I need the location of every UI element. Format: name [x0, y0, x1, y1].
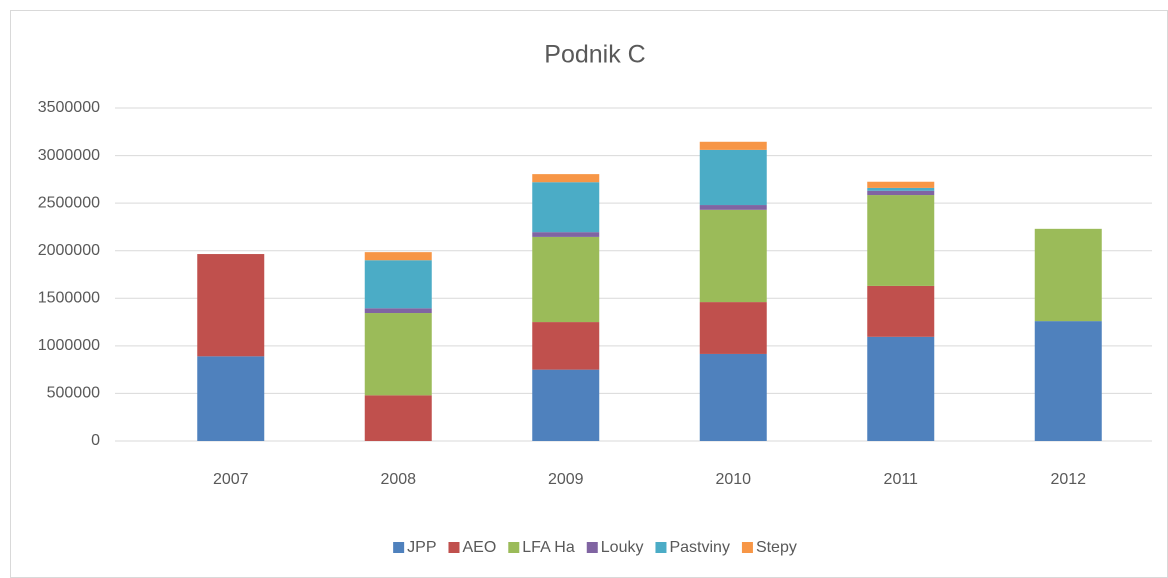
x-tick-label: 2011 [884, 471, 919, 488]
legend-swatch [393, 542, 405, 553]
legend-swatch [741, 542, 753, 553]
bar-segment [1034, 321, 1102, 441]
y-tick-label: 500000 [47, 385, 100, 402]
bar-segment [532, 236, 600, 323]
legend-label: LFA Ha [522, 539, 575, 556]
bar-segment [364, 308, 432, 314]
bar-segment [1034, 228, 1102, 322]
bar-segment [197, 254, 265, 357]
legend-swatch [448, 542, 460, 553]
bar-segment [364, 260, 432, 309]
x-tick-label: 2007 [213, 471, 249, 488]
bar-segment [699, 141, 767, 150]
bar-segment [699, 209, 767, 303]
y-tick-label: 1000000 [38, 337, 100, 354]
bar-segment [364, 313, 432, 396]
bar-segment [532, 322, 600, 370]
legend-label: Stepy [756, 539, 797, 556]
x-tick-label: 2009 [548, 471, 584, 488]
y-tick-label: 3500000 [38, 99, 100, 116]
legend-swatch [655, 542, 667, 553]
y-tick-label: 2500000 [38, 194, 100, 211]
bar-segment [867, 285, 935, 337]
bar-segment [867, 195, 935, 286]
legend-swatch [586, 542, 598, 553]
bar-segment [532, 182, 600, 233]
y-tick-label: 0 [91, 432, 100, 449]
bar-segment [532, 232, 600, 237]
bar-segment [699, 302, 767, 354]
bar-segment [867, 336, 935, 441]
legend-swatch [508, 542, 520, 553]
legend-label: Louky [601, 539, 644, 556]
bar-segment [197, 356, 265, 441]
y-tick-label: 1500000 [38, 290, 100, 307]
bar-segment [867, 181, 935, 188]
bar-segment [867, 190, 935, 196]
bar-segment [699, 149, 767, 206]
bar-segment [699, 353, 767, 441]
bar-segment [867, 187, 935, 191]
x-tick-label: 2008 [380, 471, 416, 488]
legend-label: Pastviny [669, 539, 729, 556]
legend-label: JPP [407, 539, 436, 556]
bar-segment [699, 205, 767, 210]
bar-segment [364, 252, 432, 261]
legend-label: AEO [462, 539, 496, 556]
bar-segment [532, 174, 600, 183]
bar-segment [532, 369, 600, 441]
y-tick-label: 3000000 [38, 147, 100, 164]
chart-title: Podnik C [544, 41, 645, 69]
y-tick-label: 2000000 [38, 242, 100, 259]
bar-segment [364, 395, 432, 441]
x-tick-label: 2010 [715, 471, 751, 488]
x-tick-label: 2012 [1050, 471, 1086, 488]
